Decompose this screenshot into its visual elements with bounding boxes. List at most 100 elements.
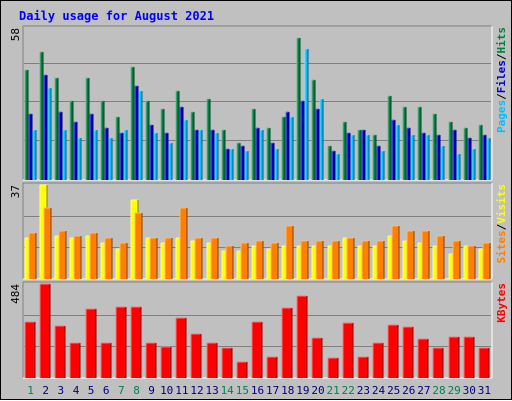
bar-files-day-17	[271, 143, 274, 180]
bar-kbytes-day-1	[25, 322, 35, 378]
bar-sites-day-31	[483, 243, 490, 279]
x-tick-label-day-25: 25	[387, 384, 400, 397]
x-tick-label-day-21: 21	[326, 384, 339, 397]
x-tick-label-day-28: 28	[432, 384, 445, 397]
x-tick-label-day-10: 10	[160, 384, 173, 397]
bar-sites-day-1	[29, 233, 36, 279]
bar-hits-day-24	[373, 135, 376, 180]
legend-item: Sites	[495, 230, 508, 263]
bar-files-day-6	[105, 128, 108, 180]
bar-sites-day-17	[271, 243, 278, 279]
bar-pages-day-21	[336, 154, 339, 180]
bar-files-day-23	[362, 130, 365, 180]
bar-sites-day-16	[256, 241, 263, 279]
bar-files-day-2	[44, 75, 47, 180]
bar-kbytes-day-25	[388, 325, 398, 378]
bar-pages-day-30	[472, 149, 475, 180]
bar-sites-day-9	[150, 238, 157, 279]
x-tick-label-day-24: 24	[372, 384, 386, 397]
bar-sites-day-14	[226, 246, 233, 279]
x-tick-label-day-8: 8	[133, 384, 140, 397]
x-tick-label-day-4: 4	[73, 384, 80, 397]
bar-hits-day-3	[55, 78, 58, 180]
bar-sites-day-20	[316, 241, 323, 279]
x-tick-label-day-16: 16	[251, 384, 264, 397]
bar-pages-day-12	[199, 130, 202, 180]
y-max-label: 484	[9, 284, 22, 304]
bar-sites-day-28	[437, 236, 444, 279]
bar-pages-day-29	[457, 154, 460, 180]
bar-hits-day-11	[176, 91, 179, 180]
bar-hits-day-31	[479, 125, 482, 180]
bar-sites-day-2	[44, 208, 51, 279]
bar-hits-day-18	[282, 117, 285, 180]
bar-pages-day-11	[184, 120, 187, 180]
x-tick-label-day-30: 30	[463, 384, 476, 397]
legend-item: /	[495, 223, 508, 230]
bar-kbytes-day-13	[207, 343, 217, 378]
bar-kbytes-day-10	[161, 347, 171, 378]
bar-hits-day-23	[358, 130, 361, 180]
bar-pages-day-27	[426, 135, 429, 180]
bar-files-day-4	[74, 122, 77, 180]
bar-pages-day-13	[215, 133, 218, 180]
bar-pages-day-16	[260, 130, 263, 180]
bar-files-day-18	[286, 112, 289, 180]
bar-files-day-22	[347, 133, 350, 180]
bar-files-day-19	[301, 101, 304, 180]
bar-kbytes-day-20	[312, 338, 322, 378]
x-tick-label-day-15: 15	[236, 384, 249, 397]
bar-pages-day-26	[411, 135, 414, 180]
bar-kbytes-day-14	[222, 348, 232, 378]
bar-hits-day-25	[388, 96, 391, 180]
legend-item: Files	[495, 60, 508, 93]
bar-files-day-31	[483, 135, 486, 180]
bar-files-day-12	[195, 130, 198, 180]
bar-pages-day-19	[305, 49, 308, 180]
bar-kbytes-day-22	[343, 323, 353, 378]
bar-kbytes-day-23	[358, 357, 368, 378]
bar-pages-day-22	[351, 135, 354, 180]
bar-sites-day-4	[74, 236, 81, 279]
x-tick-label-day-14: 14	[221, 384, 235, 397]
bar-kbytes-day-16	[252, 322, 262, 378]
x-tick-label-day-29: 29	[448, 384, 461, 397]
bar-kbytes-day-21	[328, 358, 338, 378]
bar-hits-day-4	[70, 101, 73, 180]
bar-files-day-30	[468, 138, 471, 180]
bar-hits-day-30	[464, 128, 467, 180]
bar-sites-day-12	[195, 238, 202, 279]
bar-kbytes-day-8	[131, 307, 141, 378]
bar-kbytes-day-2	[40, 284, 50, 378]
x-tick-label-day-13: 13	[205, 384, 218, 397]
x-tick-label-day-3: 3	[57, 384, 64, 397]
bar-files-day-28	[437, 135, 440, 180]
bar-files-day-26	[407, 128, 410, 180]
bar-pages-day-9	[154, 133, 157, 180]
bar-pages-day-3	[63, 130, 66, 180]
bar-kbytes-day-27	[418, 339, 428, 378]
bar-pages-day-23	[366, 135, 369, 180]
x-tick-label-day-11: 11	[175, 384, 188, 397]
bar-kbytes-day-7	[116, 307, 126, 378]
bar-hits-day-1	[25, 70, 28, 180]
bar-hits-day-2	[40, 52, 43, 180]
bar-sites-day-25	[392, 226, 399, 279]
bar-files-day-14	[226, 149, 229, 180]
legend-item: Hits	[495, 27, 508, 54]
bar-kbytes-day-29	[449, 337, 459, 378]
x-tick-label-day-19: 19	[296, 384, 309, 397]
bar-files-day-1	[29, 114, 32, 180]
bar-pages-day-31	[487, 138, 490, 180]
bar-pages-day-8	[139, 91, 142, 180]
bar-hits-day-28	[433, 114, 436, 180]
bar-files-day-16	[256, 128, 259, 180]
bar-sites-day-21	[332, 241, 339, 279]
bar-pages-day-2	[48, 88, 51, 180]
bar-files-day-3	[59, 112, 62, 180]
bar-sites-day-5	[90, 233, 97, 279]
bar-pages-day-18	[290, 117, 293, 180]
panel-kbytes: 484 KBytes	[9, 281, 508, 379]
